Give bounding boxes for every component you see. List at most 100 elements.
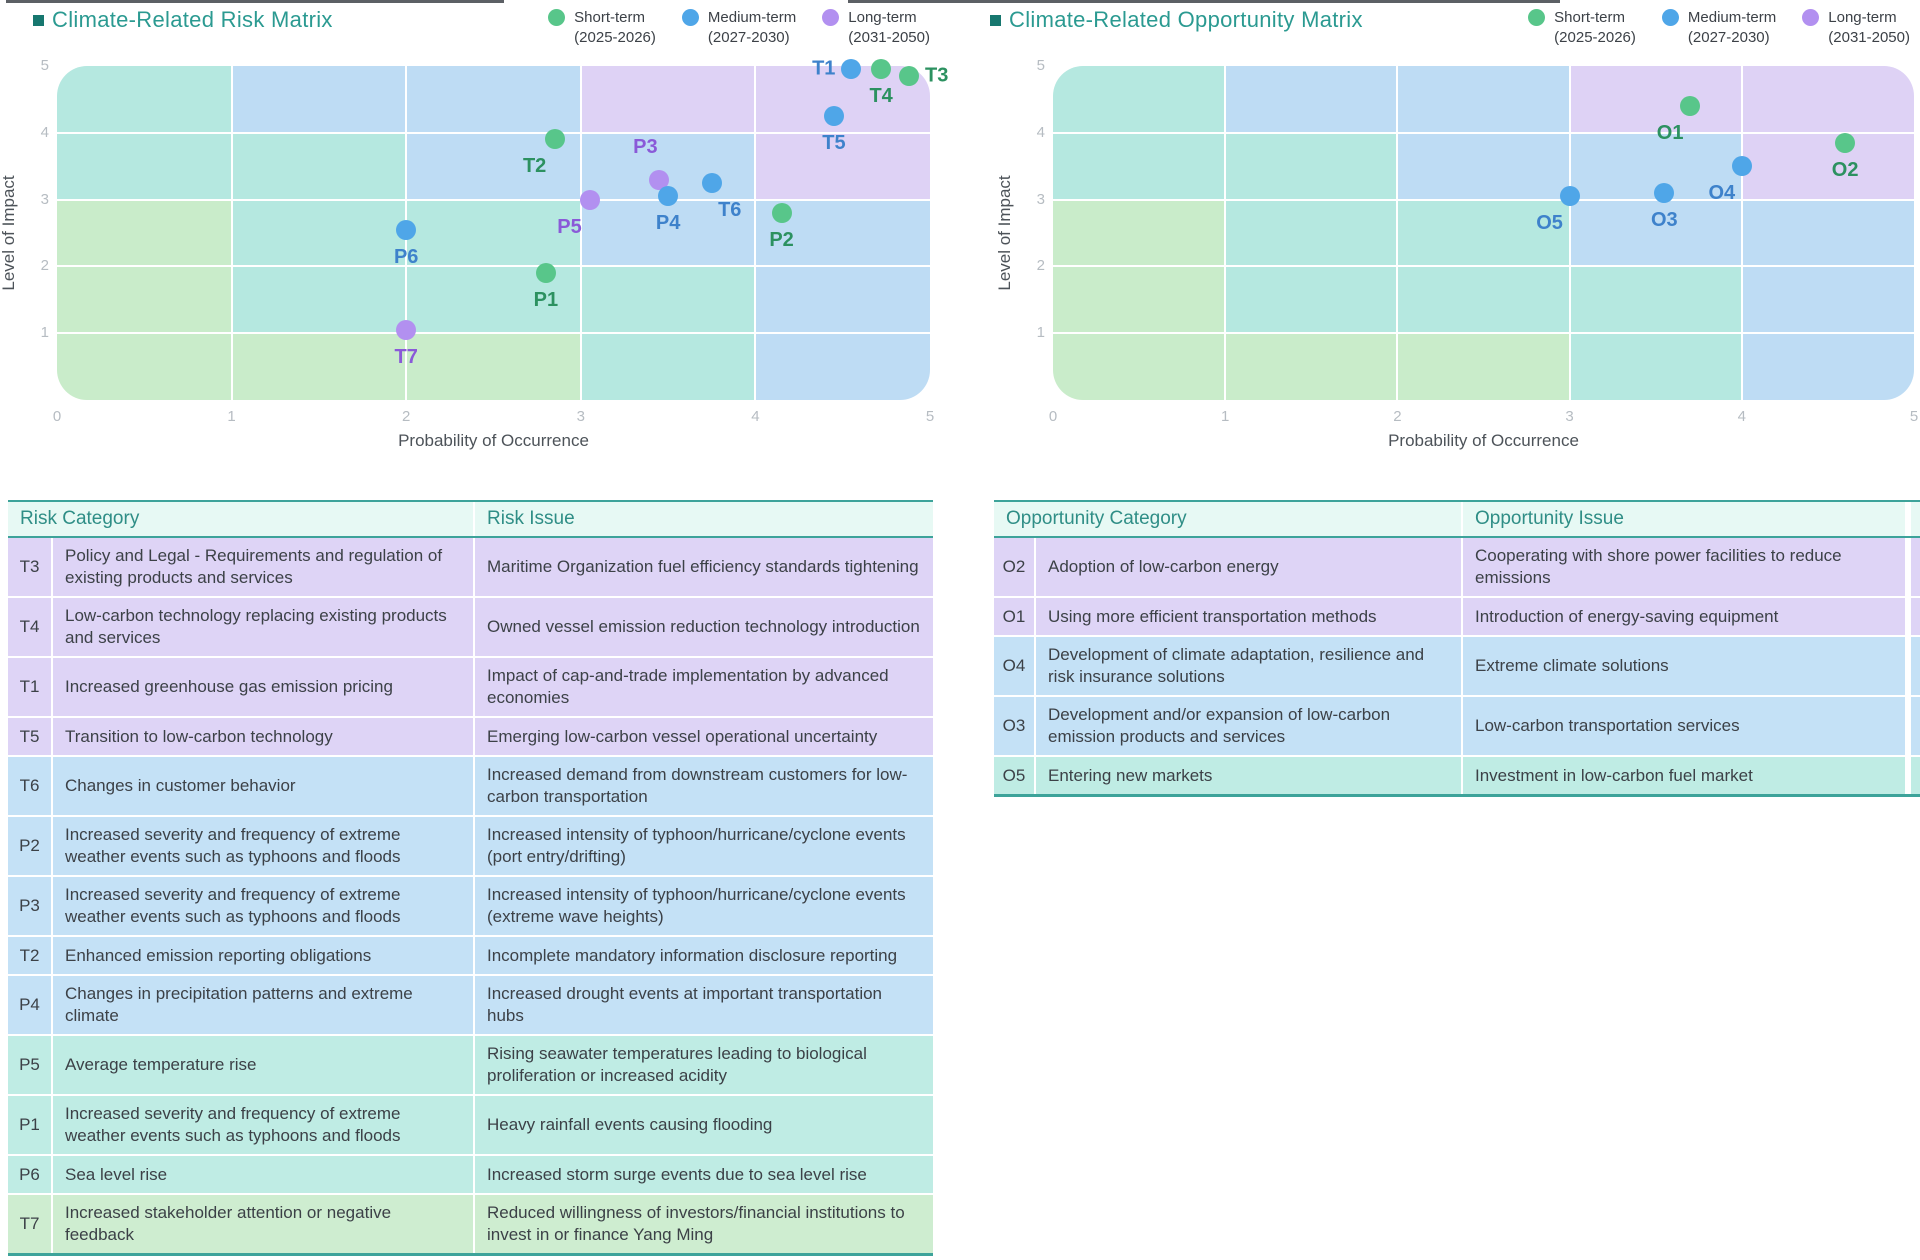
row-issue: Increased intensity of typhoon/hurricane… <box>473 817 933 875</box>
opportunity-table: Opportunity Category Opportunity Issue O2 A… <box>994 500 1920 797</box>
point-T6 <box>701 172 722 193</box>
point-P4 <box>658 186 679 207</box>
gridline <box>1053 332 1914 335</box>
point-O1 <box>1680 96 1701 117</box>
x-tick: 5 <box>925 408 935 425</box>
row-category: Sea level rise <box>51 1156 473 1193</box>
point-label-P3: P3 <box>633 135 658 158</box>
row-issue: Cooperating with shore power facilities … <box>1461 538 1905 596</box>
opportunity-chart-title: Climate-Related Opportunity Matrix <box>1009 7 1363 32</box>
row-category: Changes in precipitation patterns and ex… <box>51 976 473 1034</box>
row-issue: Incomplete mandatory information disclos… <box>473 937 933 974</box>
row-id: P2 <box>19 836 40 855</box>
row-issue: Rising seawater temperatures leading to … <box>473 1036 933 1094</box>
gridline <box>1053 265 1914 268</box>
row-issue: Owned vessel emission reduction technolo… <box>473 598 933 656</box>
row-issue: Impact of cap-and-trade implementation b… <box>473 658 933 716</box>
points-layer: O1 O2 O4 O3 O5 <box>1053 66 1914 400</box>
table-row-P3: P3 Increased severity and frequency of ex… <box>8 875 933 935</box>
x-tick: 0 <box>52 408 62 425</box>
gridline <box>57 332 930 335</box>
matrix-cell <box>580 266 756 334</box>
matrix-cell <box>1397 66 1570 133</box>
matrix-cell <box>1053 132 1226 200</box>
matrix-cell <box>1397 199 1570 267</box>
matrix-cell <box>231 333 407 400</box>
x-tick: 2 <box>1393 408 1402 425</box>
table-row-T1: T1 Increased greenhouse gas emission pric… <box>8 656 933 716</box>
legend-dot-medium-icon <box>1661 9 1679 26</box>
table-row-O4: O4 Development of climate adaptation, res… <box>994 635 1920 695</box>
row-category: Increased greenhouse gas emission pricin… <box>51 658 473 716</box>
y-tick: 1 <box>1036 324 1045 342</box>
matrix-cell <box>1569 66 1742 133</box>
row-category: Low-carbon technology replacing existing… <box>51 598 473 656</box>
matrix-cell <box>1397 266 1570 334</box>
table-row-T3: T3 Policy and Legal - Requirements and re… <box>8 538 933 596</box>
row-id: T6 <box>19 776 40 795</box>
header-edge-strip <box>1911 502 1920 536</box>
matrix-cell <box>57 266 232 334</box>
matrix-cell <box>1741 266 1914 334</box>
row-category: Using more efficient transportation meth… <box>1034 598 1461 635</box>
issue-column-header: Risk Issue <box>473 502 933 536</box>
y-axis-label: Level of Impact <box>995 175 1014 291</box>
gridline <box>1053 198 1914 201</box>
x-tick: 3 <box>576 408 585 425</box>
matrix-cell <box>1569 333 1742 400</box>
legend-dot-long-icon <box>822 9 840 26</box>
point-O4 <box>1731 156 1752 177</box>
row-edge-strip <box>1911 538 1920 596</box>
y-tick: 1 <box>40 324 49 342</box>
gridline <box>57 198 930 201</box>
point-label-P2: P2 <box>769 228 794 251</box>
row-id: T5 <box>19 726 40 746</box>
point-T3 <box>899 66 920 87</box>
clipped-text-artifact <box>848 0 1560 3</box>
matrix-cell <box>1569 199 1742 267</box>
matrix-cell <box>1225 66 1398 133</box>
x-tick: 4 <box>1737 408 1746 425</box>
table-row-P1: P1 Increased severity and frequency of ex… <box>8 1094 933 1154</box>
table-row-P6: P6 Sea level rise Increased storm surge ev… <box>8 1154 933 1193</box>
row-id: P4 <box>19 995 40 1014</box>
point-O5 <box>1559 186 1580 207</box>
matrix-cell <box>1225 199 1398 267</box>
matrix-cell <box>1225 266 1398 334</box>
x-tick: 5 <box>1909 408 1919 425</box>
row-id: T3 <box>19 557 40 576</box>
table-row-O1: O1 Using more efficient transportation me… <box>994 596 1920 635</box>
clipped-text-artifact <box>6 0 504 3</box>
point-label-T3: T3 <box>925 64 949 87</box>
point-label-T4: T4 <box>869 85 893 108</box>
plot-area <box>57 66 930 400</box>
row-category: Entering new markets <box>1034 757 1461 794</box>
row-issue: Maritime Organization fuel efficiency st… <box>473 538 933 596</box>
matrix-cell <box>406 199 581 267</box>
matrix-cell <box>1741 132 1914 200</box>
matrix-cell <box>1741 333 1914 400</box>
matrix-cell <box>406 333 581 400</box>
matrix-cell <box>1225 132 1398 200</box>
row-edge-strip <box>1911 697 1920 755</box>
row-issue: Increased demand from downstream custome… <box>473 757 933 815</box>
category-column-header: Risk Category <box>20 508 140 529</box>
point-T7 <box>396 319 417 340</box>
matrix-cell <box>580 199 756 267</box>
row-edge-strip <box>1911 637 1920 695</box>
table-header-row: Opportunity Category Opportunity Issue <box>994 502 1920 538</box>
category-column-header: Opportunity Category <box>1006 508 1187 529</box>
opportunity-panel: Climate-Related Opportunity Matrix Short… <box>960 0 1920 1260</box>
legend-item-long: Long-term (2031-2050) <box>822 8 930 48</box>
row-edge-gap <box>1905 697 1911 755</box>
row-edge-gap <box>1905 598 1911 635</box>
row-id: O4 <box>1002 656 1026 675</box>
x-tick: 0 <box>1048 408 1058 425</box>
x-tick: 4 <box>751 408 760 425</box>
risk-panel: Climate-Related Risk Matrix Short-term (2… <box>0 7 949 1256</box>
row-id: T2 <box>19 945 40 965</box>
risk-chart-title: Climate-Related Risk Matrix <box>52 7 333 32</box>
legend: Short-term (2025-2026) Medium-term (2027-20… <box>1528 8 1910 48</box>
point-T2 <box>544 129 565 150</box>
row-id: P3 <box>19 896 40 915</box>
